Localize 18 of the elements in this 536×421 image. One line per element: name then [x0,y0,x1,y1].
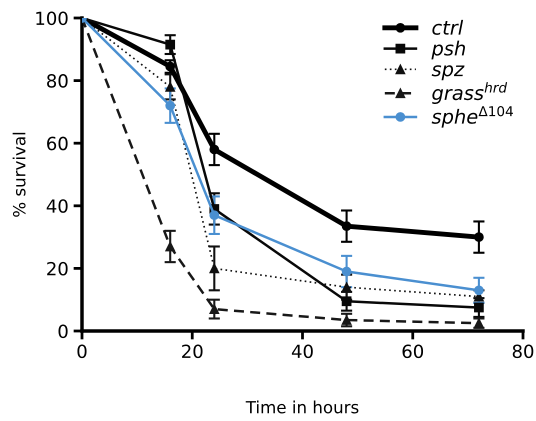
legend-label: sphe$^{Δ104}$ [432,106,513,128]
x-tick-label: 60 [402,344,424,358]
y-tick-label: 0 [58,324,68,338]
y-tick-label: 80 [47,74,68,88]
x-tick-label: 20 [182,344,203,358]
y-tick-label: 60 [47,136,68,150]
y-tick-label: 40 [46,199,68,213]
y-tick-label: 100 [36,11,68,26]
legend-label: psh [431,40,465,60]
y-tick-label: 20 [47,262,68,276]
y-axis-title: % survival [12,132,26,217]
x-tick-label: 0 [77,344,87,358]
x-axis-title: Time in hours [246,400,358,414]
x-tick-label: 80 [512,344,534,358]
x-tick-label: 40 [292,344,313,358]
legend-label: ctrl [432,20,464,35]
legend-label: grass$^{hrd}$ [432,82,508,104]
legend-label: spz [432,65,465,80]
